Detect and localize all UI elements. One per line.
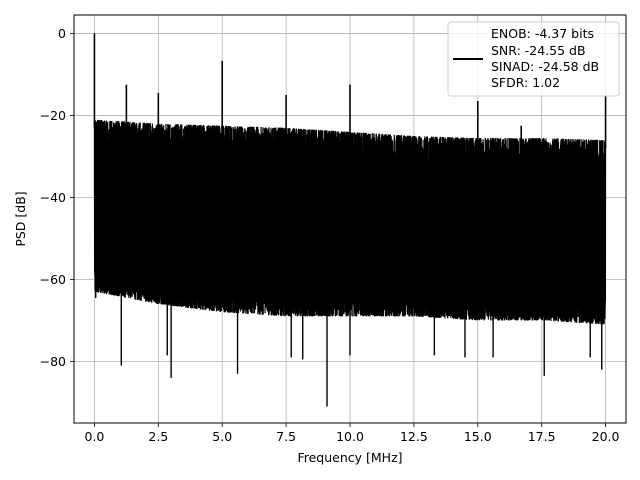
y-axis-ticks: 0 −20 −40 −60 −80 xyxy=(40,26,74,369)
x-tick-label: 7.5 xyxy=(276,429,296,444)
legend-box xyxy=(447,21,620,97)
x-tick-label: 5.0 xyxy=(212,429,232,444)
legend-entry-sfdr: SFDR: 1.02 xyxy=(491,75,560,90)
y-tick-label: −80 xyxy=(40,354,66,369)
legend-entry-snr: SNR: -24.55 dB xyxy=(491,43,586,58)
legend-entry-sinad: SINAD: -24.58 dB xyxy=(491,59,599,74)
spike-layer xyxy=(93,33,607,407)
x-tick-label: 15.0 xyxy=(464,429,492,444)
x-tick-label: 12.5 xyxy=(400,429,428,444)
series-layer xyxy=(93,33,607,407)
y-tick-label: −40 xyxy=(40,190,66,205)
x-tick-label: 2.5 xyxy=(148,429,168,444)
x-tick-label: 20.0 xyxy=(592,429,620,444)
x-tick-label: 0.0 xyxy=(84,429,104,444)
psd-series-line xyxy=(93,119,607,325)
x-tick-label: 10.0 xyxy=(336,429,364,444)
x-axis-label: Frequency [MHz] xyxy=(297,450,402,465)
legend: ENOB: -4.37 bits SNR: -24.55 dB SINAD: -… xyxy=(447,21,620,97)
y-tick-label: −20 xyxy=(40,108,66,123)
x-axis-ticks: 0.0 2.5 5.0 7.5 10.0 12.5 15.0 17.5 20.0 xyxy=(84,423,620,444)
y-tick-label: 0 xyxy=(58,26,66,41)
legend-entry-enob: ENOB: -4.37 bits xyxy=(491,26,594,41)
x-tick-label: 17.5 xyxy=(528,429,556,444)
y-axis-label: PSD [dB] xyxy=(13,191,28,246)
y-tick-label: −60 xyxy=(40,272,66,287)
